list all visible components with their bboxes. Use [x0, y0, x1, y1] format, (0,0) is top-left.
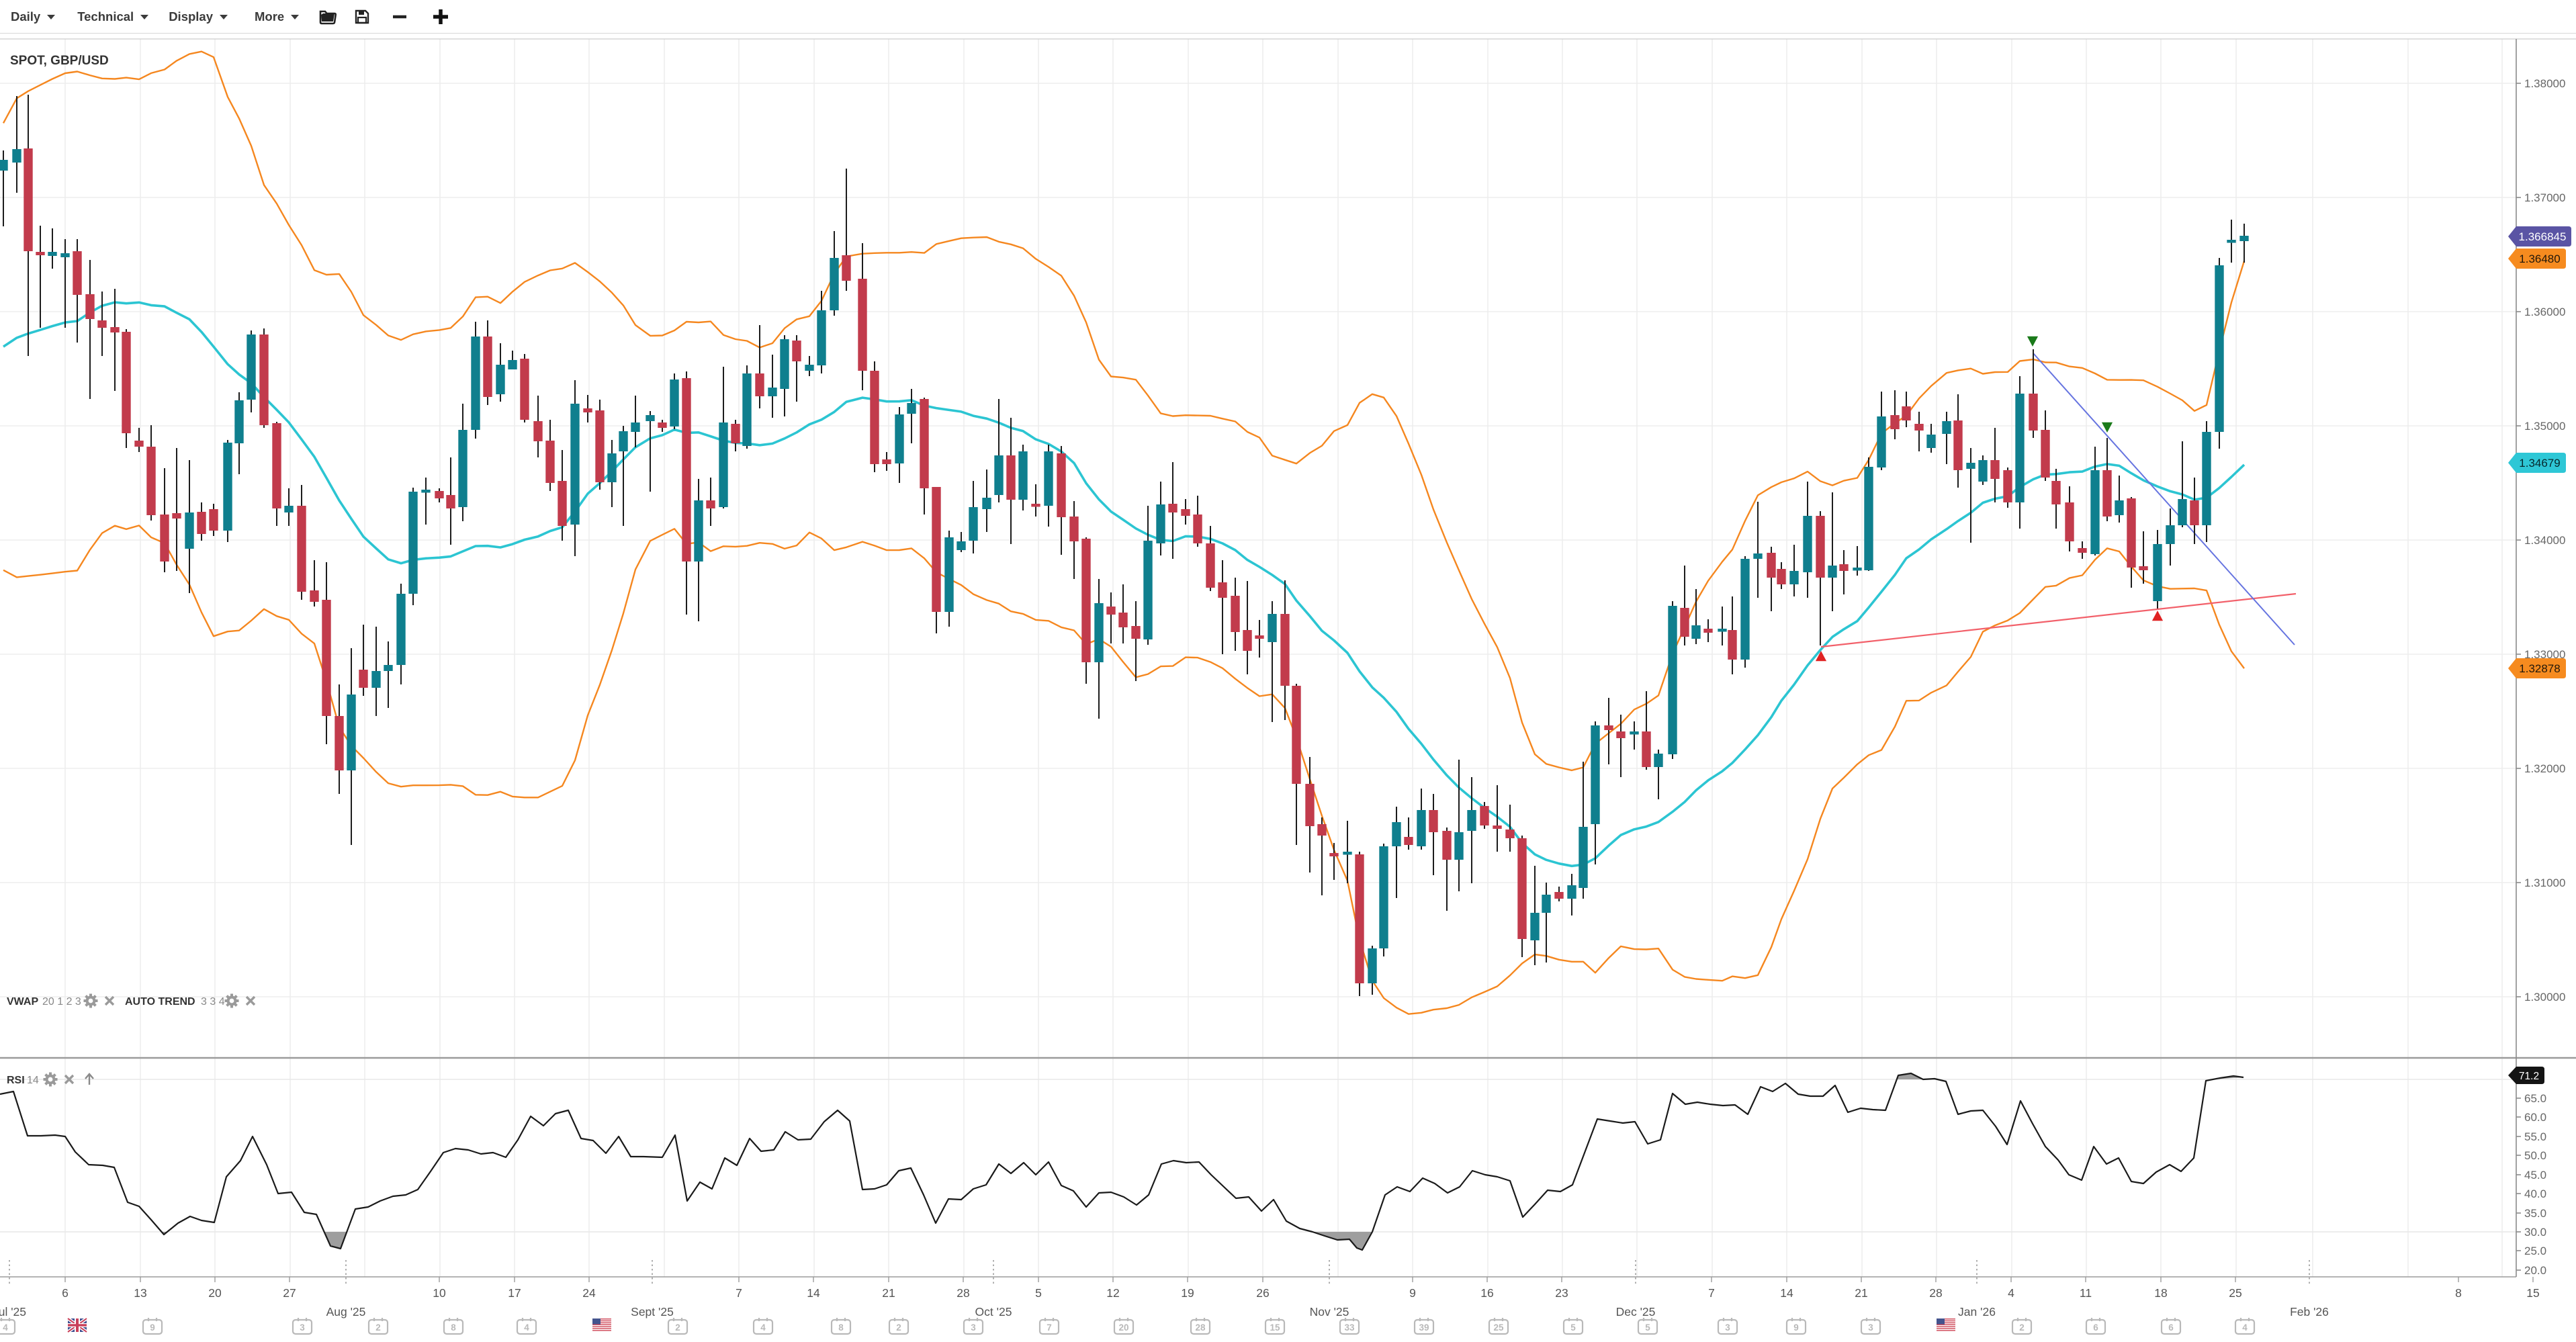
- svg-text:1.38000: 1.38000: [2524, 77, 2565, 90]
- svg-text:2: 2: [896, 1323, 901, 1333]
- svg-text:20.0: 20.0: [2524, 1264, 2546, 1277]
- svg-text:60.0: 60.0: [2524, 1111, 2546, 1124]
- svg-text:4: 4: [524, 1323, 529, 1333]
- svg-text:7: 7: [1047, 1323, 1052, 1333]
- svg-text:13: 13: [134, 1286, 146, 1300]
- svg-text:8: 8: [2455, 1286, 2462, 1300]
- svg-text:9: 9: [1409, 1286, 1416, 1300]
- svg-text:16: 16: [1480, 1286, 1493, 1300]
- svg-text:39: 39: [1419, 1323, 1429, 1333]
- svg-text:1.32878: 1.32878: [2519, 662, 2560, 675]
- svg-text:55.0: 55.0: [2524, 1130, 2546, 1143]
- svg-text:15: 15: [2526, 1286, 2539, 1300]
- svg-text:1.34679: 1.34679: [2519, 457, 2560, 469]
- svg-text:24: 24: [582, 1286, 596, 1300]
- svg-text:10: 10: [433, 1286, 446, 1300]
- svg-text:Jul '25: Jul '25: [0, 1305, 26, 1318]
- svg-text:20 1 2 3: 20 1 2 3: [42, 996, 81, 1008]
- svg-text:71.2: 71.2: [2519, 1071, 2539, 1082]
- svg-text:1.37000: 1.37000: [2524, 191, 2565, 204]
- svg-text:1.32000: 1.32000: [2524, 762, 2565, 775]
- svg-text:4: 4: [760, 1323, 766, 1333]
- svg-text:Nov '25: Nov '25: [1310, 1305, 1349, 1318]
- svg-text:1.36480: 1.36480: [2519, 253, 2560, 265]
- svg-text:30.0: 30.0: [2524, 1226, 2546, 1239]
- svg-text:50.0: 50.0: [2524, 1149, 2546, 1162]
- svg-text:5: 5: [1645, 1323, 1650, 1333]
- svg-text:21: 21: [1855, 1286, 1867, 1300]
- svg-text:7: 7: [1708, 1286, 1715, 1300]
- svg-text:7: 7: [736, 1286, 742, 1300]
- svg-text:12: 12: [1106, 1286, 1119, 1300]
- svg-text:3 3 4: 3 3 4: [201, 996, 225, 1008]
- svg-text:2: 2: [675, 1323, 680, 1333]
- svg-text:14: 14: [27, 1075, 39, 1086]
- svg-text:AUTO TREND: AUTO TREND: [125, 996, 195, 1008]
- svg-text:14: 14: [807, 1286, 820, 1300]
- svg-text:Jan '26: Jan '26: [1958, 1305, 1996, 1318]
- svg-text:4: 4: [2242, 1323, 2248, 1333]
- svg-text:23: 23: [1555, 1286, 1568, 1300]
- svg-text:25: 25: [1493, 1323, 1504, 1333]
- svg-text:20: 20: [1118, 1323, 1128, 1333]
- svg-text:1.35000: 1.35000: [2524, 420, 2565, 433]
- svg-text:20: 20: [208, 1286, 222, 1300]
- svg-text:1.30000: 1.30000: [2524, 991, 2565, 1003]
- svg-text:2: 2: [2019, 1323, 2025, 1333]
- svg-text:3: 3: [1868, 1323, 1873, 1333]
- svg-text:25.0: 25.0: [2524, 1245, 2546, 1257]
- svg-text:35.0: 35.0: [2524, 1207, 2546, 1220]
- svg-text:21: 21: [882, 1286, 895, 1300]
- svg-text:3: 3: [1725, 1323, 1730, 1333]
- svg-text:VWAP: VWAP: [7, 996, 38, 1008]
- svg-text:1.36000: 1.36000: [2524, 306, 2565, 318]
- svg-text:8: 8: [838, 1323, 844, 1333]
- svg-text:Aug '25: Aug '25: [326, 1305, 366, 1318]
- svg-text:3: 3: [300, 1323, 305, 1333]
- svg-text:65.0: 65.0: [2524, 1092, 2546, 1105]
- svg-text:18: 18: [2154, 1286, 2167, 1300]
- svg-text:Dec '25: Dec '25: [1616, 1305, 1656, 1318]
- svg-text:1.31000: 1.31000: [2524, 877, 2565, 889]
- svg-text:SPOT, GBP/USD: SPOT, GBP/USD: [10, 54, 109, 68]
- svg-text:1.34000: 1.34000: [2524, 534, 2565, 547]
- svg-text:25: 25: [2229, 1286, 2241, 1300]
- svg-text:19: 19: [1181, 1286, 1194, 1300]
- svg-text:1.33000: 1.33000: [2524, 648, 2565, 661]
- svg-text:6: 6: [62, 1286, 69, 1300]
- svg-text:9: 9: [150, 1323, 155, 1333]
- svg-text:9: 9: [1793, 1323, 1799, 1333]
- svg-text:28: 28: [1195, 1323, 1206, 1333]
- svg-text:2: 2: [375, 1323, 381, 1333]
- svg-text:11: 11: [2080, 1286, 2092, 1300]
- svg-text:5: 5: [1570, 1323, 1576, 1333]
- svg-text:8: 8: [451, 1323, 456, 1333]
- svg-text:Oct '25: Oct '25: [975, 1305, 1012, 1318]
- svg-text:5: 5: [1035, 1286, 1042, 1300]
- svg-text:28: 28: [1929, 1286, 1942, 1300]
- svg-text:Sept '25: Sept '25: [631, 1305, 674, 1318]
- svg-text:15: 15: [1270, 1323, 1280, 1333]
- svg-text:45.0: 45.0: [2524, 1169, 2546, 1181]
- svg-text:40.0: 40.0: [2524, 1188, 2546, 1200]
- svg-text:1.366845: 1.366845: [2519, 230, 2567, 243]
- svg-text:3: 3: [971, 1323, 976, 1333]
- svg-text:6: 6: [2168, 1323, 2174, 1333]
- svg-text:28: 28: [957, 1286, 969, 1300]
- svg-text:27: 27: [283, 1286, 296, 1300]
- svg-text:4: 4: [3, 1323, 8, 1333]
- svg-text:Feb '26: Feb '26: [2290, 1305, 2329, 1318]
- svg-text:17: 17: [508, 1286, 521, 1300]
- svg-text:33: 33: [1344, 1323, 1355, 1333]
- svg-text:4: 4: [2008, 1286, 2014, 1300]
- svg-text:26: 26: [1256, 1286, 1269, 1300]
- svg-text:RSI: RSI: [7, 1075, 25, 1086]
- svg-text:6: 6: [2093, 1323, 2098, 1333]
- svg-text:14: 14: [1780, 1286, 1793, 1300]
